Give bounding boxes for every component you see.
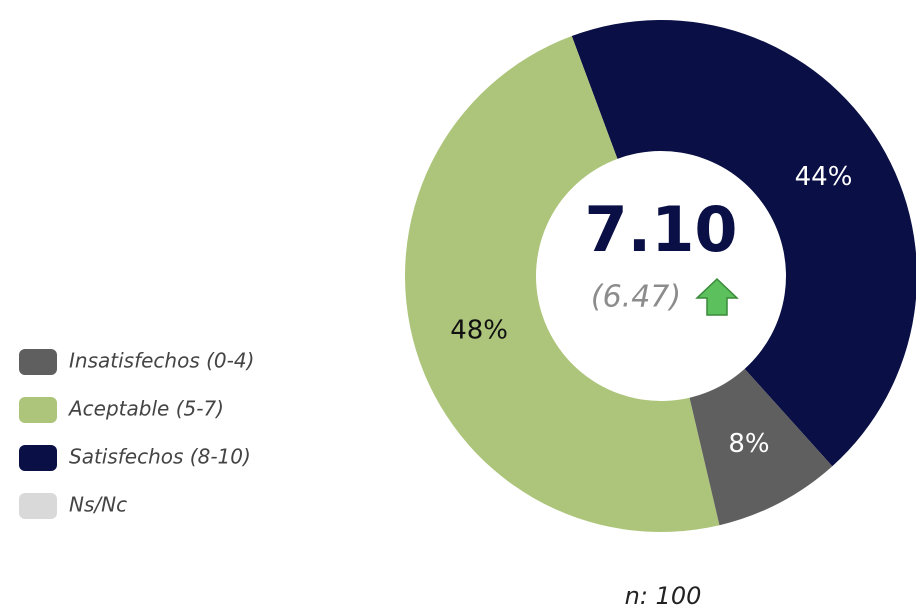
legend-label: Ns/Nc — [69, 493, 127, 517]
donut-slice — [571, 20, 916, 467]
legend-swatch — [19, 493, 57, 519]
slice-label: 44% — [795, 162, 853, 192]
trend-arrow — [695, 277, 739, 316]
donut-slice — [689, 368, 833, 526]
legend-swatch — [19, 349, 57, 375]
legend-label: Insatisfechos (0-4) — [69, 349, 254, 373]
legend-label: Satisfechos (8-10) — [69, 445, 251, 469]
donut-slice — [404, 36, 720, 532]
center-previous: (6.47) — [591, 280, 681, 315]
center-value: 7.10 — [585, 193, 738, 266]
slice-label: 8% — [728, 429, 769, 459]
legend-swatch — [19, 397, 57, 423]
slice-label: 48% — [450, 315, 508, 345]
legend-swatch — [19, 445, 57, 471]
legend-label: Aceptable (5-7) — [67, 397, 224, 421]
sample-note: n: 100 — [625, 582, 702, 610]
